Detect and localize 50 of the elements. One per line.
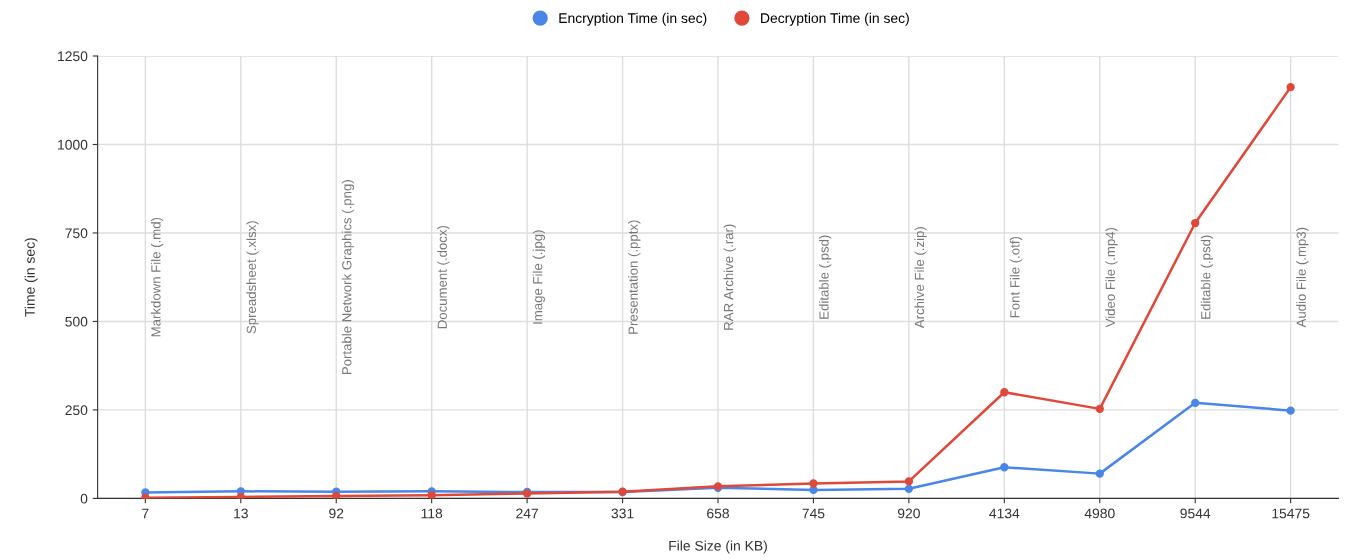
x-tick-label: 7: [142, 508, 149, 519]
point: [1000, 463, 1009, 472]
point: [236, 492, 245, 499]
y-tick-label: 750: [65, 228, 88, 239]
y-tick-label: 500: [65, 316, 88, 327]
x-tick-label: 331: [611, 508, 634, 519]
annotation: Editable (.psd): [819, 235, 832, 319]
annotation: RAR Archive (.rar): [723, 224, 736, 330]
annotation: Archive File (.zip): [914, 227, 927, 329]
annotation: Image File (.jpg): [532, 230, 545, 324]
point: [332, 491, 341, 499]
y-tick-label: 1250: [58, 51, 88, 62]
x-tick-label: 9544: [1180, 508, 1211, 519]
y-axis-title: Time (in sec): [24, 238, 38, 317]
point: [1000, 388, 1009, 397]
x-axis-title: File Size (in KB): [669, 540, 767, 554]
point: [1191, 218, 1200, 228]
annotation: Font File (.otf): [1009, 236, 1023, 318]
x-tick-label: 15475: [1272, 508, 1310, 519]
point: [427, 491, 436, 499]
y-tick-label: 1000: [58, 139, 88, 150]
x-tick-label: 745: [802, 508, 825, 519]
annotation: Video File (.mp4): [1105, 227, 1118, 328]
point: [904, 484, 914, 494]
x-tick-label: 4134: [989, 508, 1020, 519]
annotation: Markdown File (.md): [150, 217, 164, 337]
annotation: Audio File (.mp3): [1296, 227, 1309, 328]
annotation: Document (.docx): [437, 225, 450, 329]
y-tick-label: 250: [65, 405, 88, 416]
x-tick-label: 247: [516, 508, 539, 519]
point: [1095, 469, 1104, 478]
legend-label: Decryption Time (in sec): [761, 12, 909, 26]
x-tick-label: 920: [897, 508, 920, 519]
y-tick-label: 0: [80, 493, 88, 504]
point: [1286, 82, 1295, 92]
x-tick-label: 658: [707, 508, 729, 519]
point: [1286, 406, 1295, 415]
annotation: Portable Network Graphics (.png): [341, 180, 355, 375]
point: [904, 477, 914, 486]
x-tick-label: 13: [234, 508, 248, 519]
x-tick-label: 4980: [1084, 508, 1115, 519]
x-tick-label: 118: [421, 508, 443, 519]
point: [809, 479, 818, 488]
x-tick-label: 92: [329, 508, 344, 519]
annotation: Presentation (.pptx): [628, 220, 641, 334]
point: [1191, 398, 1200, 408]
annotation: Editable (.psd): [1200, 235, 1214, 319]
point: [1095, 404, 1104, 414]
annotation: Spreadsheet (.xlsx): [246, 221, 259, 334]
legend-label: Encryption Time (in sec): [559, 12, 707, 26]
